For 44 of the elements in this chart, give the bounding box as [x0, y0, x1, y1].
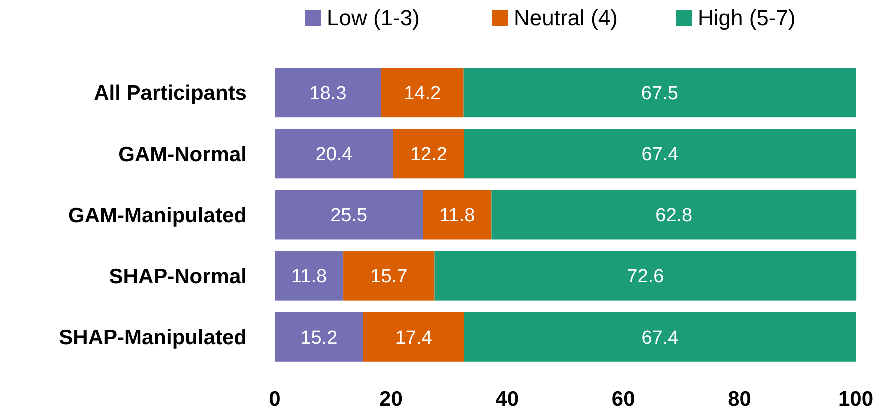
data-label: 14.2: [404, 83, 442, 104]
data-label: 25.5: [330, 206, 368, 227]
data-label: 12.2: [410, 144, 448, 166]
y-tick-label: All Participants: [94, 82, 247, 106]
x-tick-label: 20: [380, 388, 403, 411]
data-label: 18.3: [310, 83, 347, 104]
bar: [492, 190, 857, 240]
bar: [275, 68, 382, 118]
x-tick-label: 40: [496, 388, 520, 411]
data-label: 72.6: [627, 266, 664, 288]
data-label: 20.4: [316, 144, 354, 166]
bar: [464, 129, 856, 179]
bar: [275, 190, 424, 240]
bar: [381, 68, 464, 118]
legend-label: Neutral (4): [514, 6, 618, 31]
x-tick-label: 100: [838, 388, 874, 411]
x-tick-label: 80: [728, 388, 752, 411]
bar: [434, 251, 857, 301]
y-tick-label: SHAP-Manipulated: [59, 326, 247, 350]
data-label: 67.4: [642, 328, 680, 349]
bar: [394, 129, 464, 179]
data-label: 67.5: [641, 83, 678, 104]
bar: [423, 190, 492, 240]
legend-label: High (5-7): [698, 6, 796, 31]
data-label: 67.4: [642, 144, 680, 166]
legend-label: Low (1-3): [327, 6, 420, 31]
data-label: 62.8: [656, 206, 693, 227]
y-tick-label: SHAP-Normal: [109, 265, 247, 288]
y-tick-label: GAM-Manipulated: [68, 204, 247, 228]
x-tick-label: 60: [612, 388, 636, 411]
data-label: 11.8: [440, 206, 476, 227]
bar: [275, 129, 394, 179]
data-label: 15.2: [300, 328, 338, 349]
data-label: 17.4: [395, 328, 433, 349]
x-tick-label: 0: [269, 388, 281, 411]
data-label: 11.8: [291, 266, 328, 288]
bar: [344, 251, 435, 301]
bar: [464, 312, 856, 362]
bar: [363, 312, 464, 362]
data-label: 15.7: [370, 266, 408, 288]
bar: [275, 312, 364, 362]
bar: [275, 251, 344, 301]
y-tick-label: GAM-Normal: [118, 143, 247, 166]
bar: [464, 68, 856, 118]
